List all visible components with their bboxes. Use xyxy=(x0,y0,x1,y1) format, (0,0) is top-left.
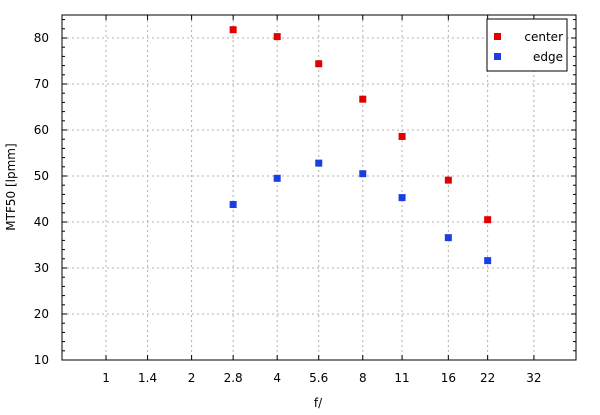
x-tick-label: 22 xyxy=(480,371,495,385)
x-tick-label: 5.6 xyxy=(309,371,328,385)
legend: center edge xyxy=(486,18,568,72)
data-point-edge xyxy=(273,174,281,182)
data-point-edge xyxy=(484,257,492,265)
y-tick-label: 50 xyxy=(34,169,49,183)
data-point-edge xyxy=(398,194,406,202)
y-tick-label: 30 xyxy=(34,261,49,275)
x-tick-label: 2 xyxy=(188,371,196,385)
legend-marker-edge xyxy=(494,53,501,60)
grid xyxy=(62,15,576,361)
x-tick-label: 2.8 xyxy=(224,371,243,385)
x-tick-label: 4 xyxy=(273,371,281,385)
axes: 1 1.4 2 2.8 4 5.6 8 11 16 22 32 10 20 30 40 50 60 70 80 xyxy=(34,14,577,385)
x-tick-label: 16 xyxy=(441,371,456,385)
data-point-edge xyxy=(359,170,367,178)
x-tick-label: 8 xyxy=(359,371,367,385)
data-point-edge xyxy=(444,234,452,242)
y-tick-label: 80 xyxy=(34,31,49,45)
x-tick-label: 1 xyxy=(102,371,110,385)
data-point-center xyxy=(229,26,237,34)
y-tick-label: 70 xyxy=(34,77,49,91)
legend-marker-center xyxy=(494,33,501,40)
x-tick-label: 32 xyxy=(526,371,541,385)
x-tick-label: 1.4 xyxy=(138,371,157,385)
data-point-edge xyxy=(229,201,237,209)
data-points xyxy=(229,26,492,265)
legend-label-center: center xyxy=(524,30,563,44)
y-tick-label: 60 xyxy=(34,123,49,137)
data-point-center xyxy=(273,33,281,41)
data-point-center xyxy=(359,95,367,103)
x-tick-label: 11 xyxy=(394,371,409,385)
data-point-center xyxy=(484,216,492,224)
data-point-center xyxy=(398,132,406,140)
y-tick-label: 40 xyxy=(34,215,49,229)
plot-frame xyxy=(61,14,577,361)
y-tick-label: 10 xyxy=(34,353,49,367)
data-point-edge xyxy=(315,159,323,167)
legend-label-edge: edge xyxy=(533,50,563,64)
y-tick-label: 20 xyxy=(34,307,49,321)
x-axis-title: f/ xyxy=(314,396,323,410)
y-axis-title: MTF50 [lpmm] xyxy=(4,143,18,230)
legend-box xyxy=(486,18,568,72)
data-point-center xyxy=(444,176,452,184)
data-point-center xyxy=(315,60,323,68)
